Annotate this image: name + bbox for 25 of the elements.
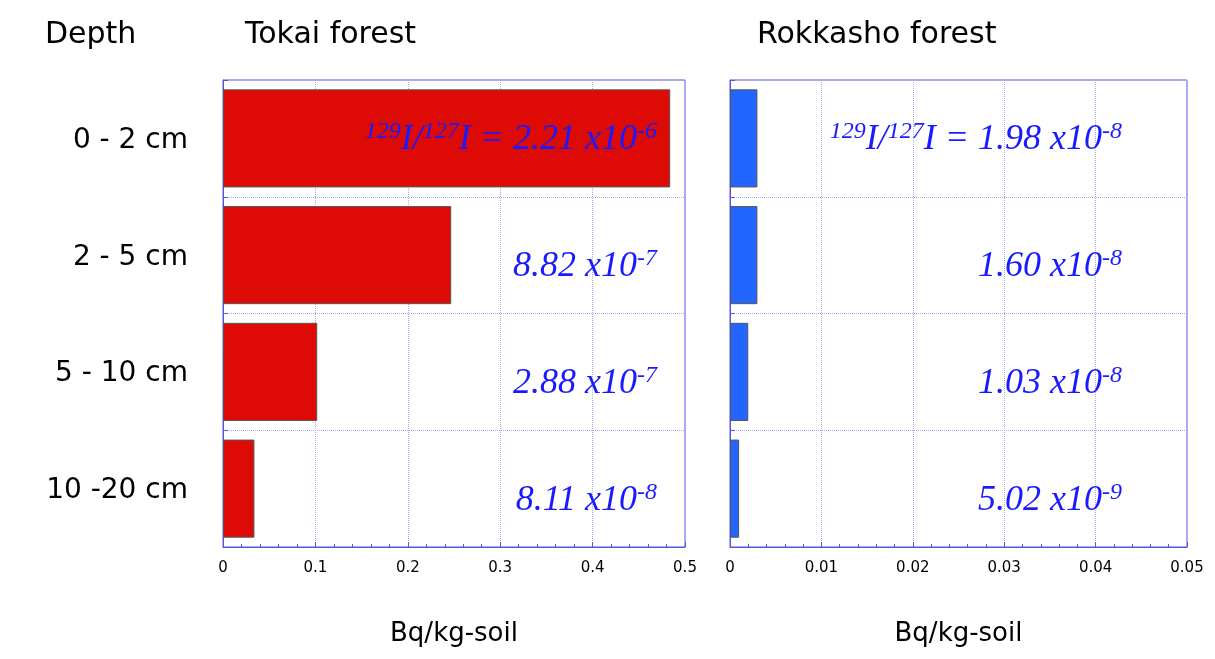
y-tick-label: 10 -20 cm	[46, 472, 188, 506]
x-tick-label: 0.05	[1170, 557, 1204, 576]
bar	[223, 439, 255, 538]
x-tick-label: 0.3	[488, 557, 513, 576]
x-tick-label: 0.04	[1078, 557, 1113, 576]
x-tick-label: 0.1	[303, 557, 328, 576]
x-tick-label: 0.02	[896, 557, 930, 576]
y-tick-label: 5 - 10 cm	[55, 355, 188, 389]
x-tick-label: 0.03	[987, 557, 1021, 576]
x-axis-title: Bq/kg-soil	[390, 617, 518, 647]
x-tick-label: 0.01	[804, 557, 839, 576]
chart-title: Tokai forest	[244, 14, 417, 50]
x-tick-label: 0	[725, 557, 735, 576]
y-tick-label: 0 - 2 cm	[72, 121, 188, 155]
x-tick-label: 0.4	[580, 557, 605, 576]
y-tick-label: 2 - 5 cm	[72, 238, 188, 272]
x-tick-label: 0.2	[395, 557, 420, 576]
bar	[223, 89, 671, 188]
x-axis-title: Bq/kg-soil	[894, 617, 1023, 647]
y-axis-title: Depth	[45, 14, 137, 50]
x-tick-label: 0.5	[673, 557, 697, 576]
chart-title: Rokkasho forest	[757, 14, 997, 50]
bar	[223, 322, 318, 421]
x-tick-label: 0	[218, 557, 228, 576]
bar	[223, 206, 452, 305]
